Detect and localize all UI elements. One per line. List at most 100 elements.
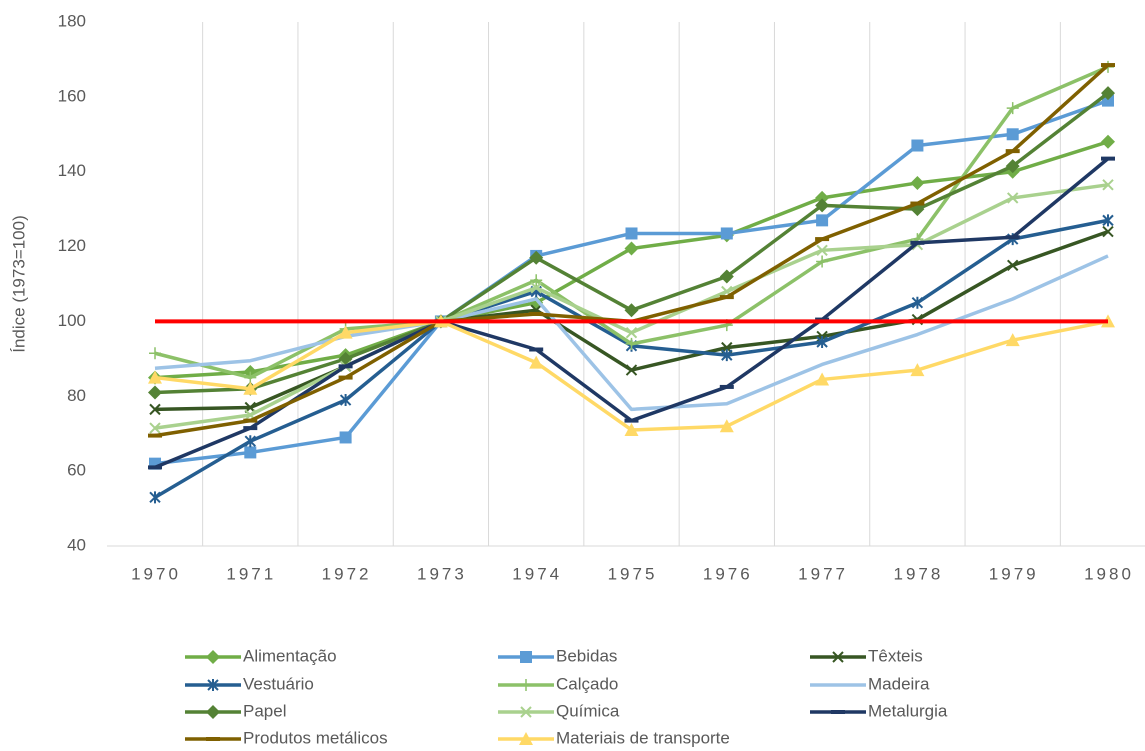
data-point xyxy=(816,244,828,257)
data-point xyxy=(624,303,639,318)
legend-label: Madeira xyxy=(868,674,930,693)
data-point xyxy=(1102,214,1114,227)
x-tick-label: 1972 xyxy=(322,564,372,583)
legend-label: Metalurgia xyxy=(868,701,948,720)
legend-label: Produtos metálicos xyxy=(243,728,388,747)
x-tick-label: 1974 xyxy=(512,564,562,583)
legend-marker xyxy=(206,650,220,664)
legend-item: Química xyxy=(498,701,620,720)
x-tick-label: 1971 xyxy=(226,564,276,583)
data-point xyxy=(244,446,257,459)
data-point xyxy=(719,419,734,433)
data-point xyxy=(149,422,161,434)
x-tick-label: 1977 xyxy=(798,564,848,583)
data-point xyxy=(244,371,257,384)
y-axis-label: Índice (1973=100) xyxy=(9,215,28,353)
data-point xyxy=(338,325,353,339)
data-point xyxy=(815,372,830,386)
data-point xyxy=(148,385,162,400)
data-point xyxy=(149,403,161,416)
legend-marker xyxy=(206,705,220,719)
y-tick-label: 40 xyxy=(67,535,86,554)
legend-item: Materiais de transporte xyxy=(498,728,730,747)
legend-marker xyxy=(520,679,532,691)
legend-item: Calçado xyxy=(498,674,618,693)
data-point xyxy=(244,435,257,448)
data-point xyxy=(624,422,639,436)
data-point xyxy=(624,241,639,256)
data-point xyxy=(625,337,638,350)
legend-label: Bebidas xyxy=(556,646,617,665)
data-point xyxy=(1006,102,1019,115)
x-tick-label: 1979 xyxy=(989,564,1039,583)
data-point xyxy=(529,250,544,265)
data-point xyxy=(529,355,544,369)
data-point xyxy=(1101,134,1115,149)
x-tick-label: 1973 xyxy=(417,564,467,583)
legend-item: Bebidas xyxy=(498,646,617,665)
data-point xyxy=(530,282,542,294)
data-point xyxy=(720,227,733,240)
data-point xyxy=(1101,86,1115,101)
data-point xyxy=(339,431,352,444)
legend-item: Produtos metálicos xyxy=(185,728,388,747)
data-point xyxy=(816,255,829,268)
data-point xyxy=(1005,333,1020,347)
y-tick-label: 80 xyxy=(67,386,86,405)
legend-item: Metalurgia xyxy=(810,701,948,720)
data-point xyxy=(1006,192,1019,204)
x-tick-label: 1980 xyxy=(1084,564,1134,583)
y-tick-label: 60 xyxy=(67,461,86,480)
data-point xyxy=(911,296,924,309)
data-point xyxy=(816,336,828,349)
data-point xyxy=(1102,225,1114,238)
y-tick-label: 180 xyxy=(58,11,86,30)
y-tick-label: 160 xyxy=(58,86,86,105)
data-point xyxy=(149,491,161,504)
legend-label: Alimentação xyxy=(243,646,337,665)
x-tick-label: 1975 xyxy=(608,564,658,583)
data-point xyxy=(815,198,830,213)
data-point xyxy=(1006,128,1019,141)
x-tick-label: 1970 xyxy=(131,564,181,583)
legend-marker xyxy=(520,706,532,718)
data-point xyxy=(339,394,352,407)
y-tick-label: 140 xyxy=(58,161,86,180)
data-point xyxy=(625,227,638,240)
data-point xyxy=(1005,159,1020,174)
x-tick-label: 1976 xyxy=(703,564,753,583)
data-point xyxy=(625,326,638,339)
x-tick-label: 1978 xyxy=(893,564,943,583)
legend-label: Vestuário xyxy=(243,674,314,693)
data-point xyxy=(721,349,733,362)
data-point xyxy=(243,381,258,395)
legend-label: Calçado xyxy=(556,674,618,693)
legend-marker xyxy=(207,679,219,691)
legend-label: Têxteis xyxy=(868,646,923,665)
legend-marker xyxy=(832,651,844,663)
data-point xyxy=(910,175,925,190)
data-point xyxy=(815,190,830,205)
data-point xyxy=(1102,179,1114,191)
legend-label: Química xyxy=(556,701,620,720)
y-tick-label: 100 xyxy=(58,311,86,330)
data-point xyxy=(911,139,924,152)
legend-marker xyxy=(520,651,532,663)
legend-label: Materiais de transporte xyxy=(556,728,730,747)
data-point xyxy=(816,214,829,227)
data-point xyxy=(149,347,161,360)
legend-item: Têxteis xyxy=(810,646,923,665)
legend-marker xyxy=(519,732,533,745)
data-point xyxy=(719,269,734,284)
data-point xyxy=(910,363,925,377)
data-point xyxy=(530,274,543,287)
y-tick-label: 120 xyxy=(58,236,86,255)
data-point xyxy=(148,370,162,384)
legend-label: Papel xyxy=(243,701,286,720)
legend-item: Alimentação xyxy=(185,646,337,665)
legend-item: Madeira xyxy=(810,674,930,693)
legend-item: Papel xyxy=(185,701,286,720)
data-point xyxy=(625,364,638,376)
data-point xyxy=(1006,259,1019,271)
